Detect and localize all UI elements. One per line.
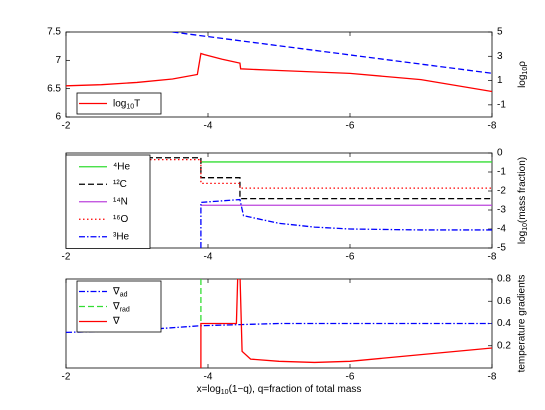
x-axis-label-part: x=log (197, 384, 221, 395)
y-axis-label-part: 10 (522, 223, 529, 231)
legend-label-part: T (134, 98, 140, 109)
legend-label: ∇rad (112, 301, 130, 314)
series-line (200, 279, 492, 368)
y2-axis-label-part: log (517, 75, 528, 88)
y2-axis-label: log10ρ (517, 61, 530, 88)
y-tick-label: -2 (497, 186, 506, 197)
legend-label: ³He (113, 231, 130, 242)
y-tick-label: -1 (497, 167, 506, 178)
y-axis-label-part: log (517, 231, 528, 244)
y-tick-label: 0.8 (497, 274, 511, 285)
y-tick-label: 0.4 (497, 318, 511, 329)
y2-axis-label-part: 10 (522, 67, 529, 75)
legend-label: ¹²C (113, 179, 127, 190)
legend-label-part: rad (120, 307, 130, 314)
legend-label-part: 10 (126, 104, 134, 111)
x-tick-label: -6 (346, 121, 355, 132)
x-tick-label: -8 (488, 121, 497, 132)
x-tick-label: -4 (204, 372, 213, 383)
y-tick-label: 6 (55, 112, 61, 123)
x-tick-label: -2 (62, 372, 71, 383)
y-axis-label-part: (mass fraction) (517, 157, 528, 223)
x-axis-label-part: 10 (221, 389, 229, 396)
legend-label-part: ad (120, 292, 128, 299)
legend-label: log10T (113, 98, 140, 111)
legend-box (76, 92, 162, 115)
y-tick-label: -3 (497, 205, 506, 216)
y-tick-label: 6.5 (47, 83, 61, 94)
x-tick-label: -4 (204, 252, 213, 263)
legend-label-part: ∇ (112, 301, 120, 312)
y-axis-label: log10(mass fraction) (517, 157, 530, 244)
y-axis-label: temperature gradients (517, 275, 528, 373)
legend-label-part: log (113, 98, 126, 109)
legend-label-part: ∇ (112, 286, 120, 297)
legend-box (65, 154, 151, 249)
y-tick-label: -5 (497, 243, 506, 254)
x-axis-label-part: (1−q), q=fraction of total mass (229, 384, 362, 395)
y2-axis-label-part: ρ (517, 61, 528, 67)
series-group (66, 32, 492, 93)
x-tick-label: -8 (488, 252, 497, 263)
series-line (66, 52, 492, 93)
y-tick-label: 0.2 (497, 340, 511, 351)
y2-tick-label: 1 (497, 75, 503, 86)
x-tick-label: -2 (62, 252, 71, 263)
x-tick-label: -6 (346, 372, 355, 383)
series-group (66, 157, 492, 248)
x-axis-label: x=log10(1−q), q=fraction of total mass (197, 384, 362, 397)
y2-tick-label: -1 (497, 99, 506, 110)
legend-label: ¹⁴N (113, 196, 128, 207)
y-tick-label: 0.6 (497, 296, 511, 307)
y-tick-label: 0 (497, 148, 503, 159)
y-tick-label: 7.5 (47, 27, 61, 38)
legend-label: ⁴He (113, 161, 131, 172)
legend-label: ¹⁶O (113, 214, 128, 225)
x-tick-label: -4 (204, 121, 213, 132)
y2-tick-label: 3 (497, 51, 503, 62)
x-tick-label: -8 (488, 372, 497, 383)
y-tick-label: 7 (55, 55, 61, 66)
series-line (200, 198, 492, 248)
legend-label: ∇ (112, 316, 120, 327)
x-tick-label: -2 (62, 121, 71, 132)
y2-tick-label: 5 (497, 27, 503, 38)
series-line (66, 157, 492, 200)
x-tick-label: -6 (346, 252, 355, 263)
series-line (66, 159, 492, 189)
legend-label: ∇ad (112, 286, 128, 299)
y-tick-label: -4 (497, 224, 506, 235)
